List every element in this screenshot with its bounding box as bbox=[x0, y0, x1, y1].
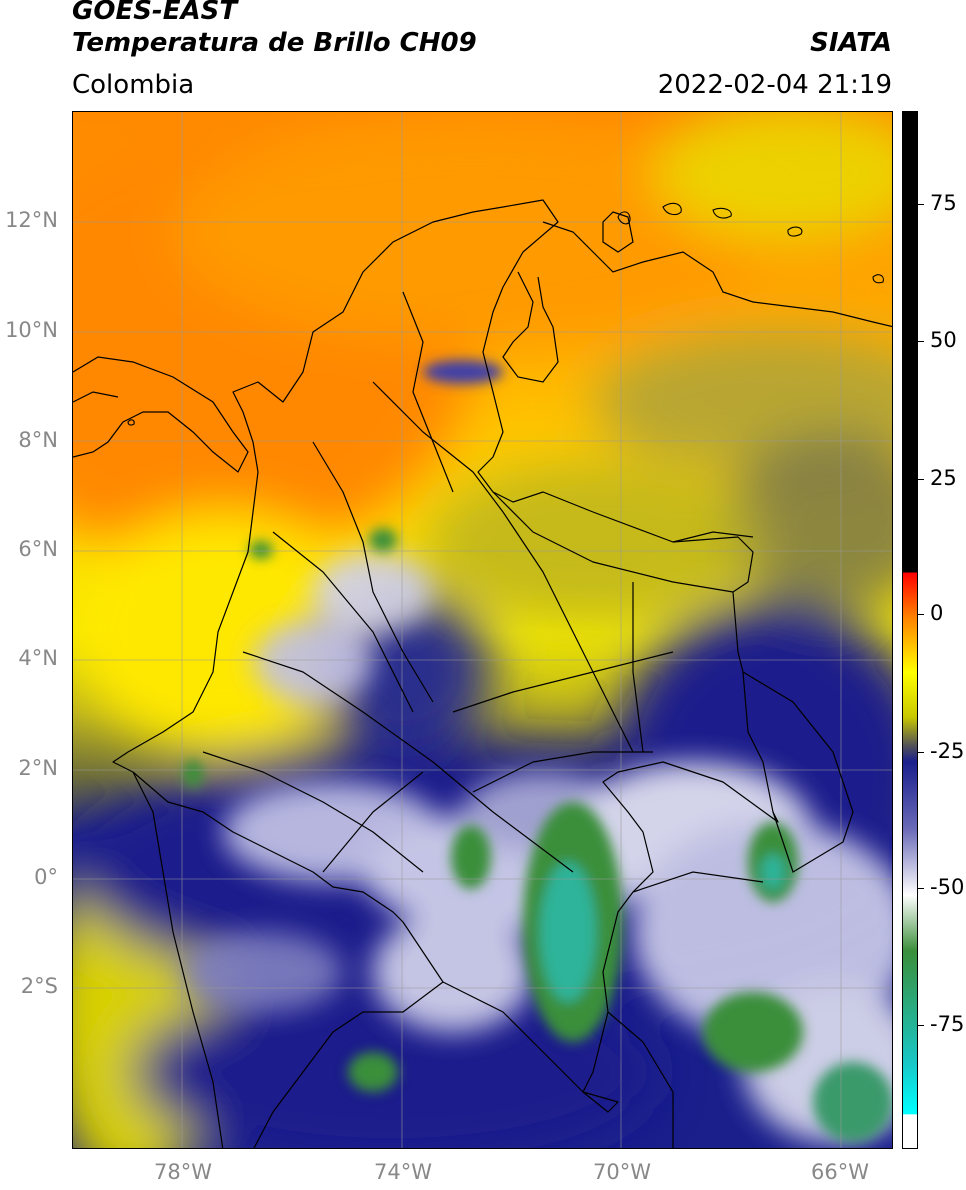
product-title: Temperatura de Brillo CH09 bbox=[72, 28, 477, 58]
lat-label-2S: 2°S bbox=[20, 974, 58, 998]
satellite-title: GOES-EAST bbox=[72, 0, 238, 26]
colorbar-tick-minus25: -25 bbox=[930, 739, 965, 763]
colorbar-tick-25: 25 bbox=[930, 466, 957, 490]
lat-label-4N: 4°N bbox=[18, 646, 58, 670]
lon-label-66W: 66°W bbox=[811, 1160, 869, 1184]
lat-label-6N: 6°N bbox=[18, 537, 58, 561]
colorbar-tick-minus50: -50 bbox=[930, 875, 965, 899]
colorbar-tick-0: 0 bbox=[930, 601, 944, 625]
source-label: SIATA bbox=[810, 28, 892, 58]
timestamp-label: 2022-02-04 21:19 bbox=[657, 70, 892, 100]
satellite-map[interactable] bbox=[72, 111, 893, 1149]
colorbar-tick-50: 50 bbox=[930, 328, 957, 352]
temperature-colorbar bbox=[902, 111, 918, 1149]
colorbar-tick-minus75: -75 bbox=[930, 1012, 965, 1036]
lat-label-2N: 2°N bbox=[18, 756, 58, 780]
lat-label-0: 0° bbox=[34, 865, 58, 889]
lat-label-10N: 10°N bbox=[5, 318, 58, 342]
lat-label-12N: 12°N bbox=[5, 208, 58, 232]
lat-label-8N: 8°N bbox=[18, 428, 58, 452]
region-label: Colombia bbox=[72, 70, 195, 100]
lon-label-74W: 74°W bbox=[374, 1160, 432, 1184]
lon-label-70W: 70°W bbox=[593, 1160, 651, 1184]
colorbar-tick-75: 75 bbox=[930, 191, 957, 215]
lon-label-78W: 78°W bbox=[154, 1160, 212, 1184]
